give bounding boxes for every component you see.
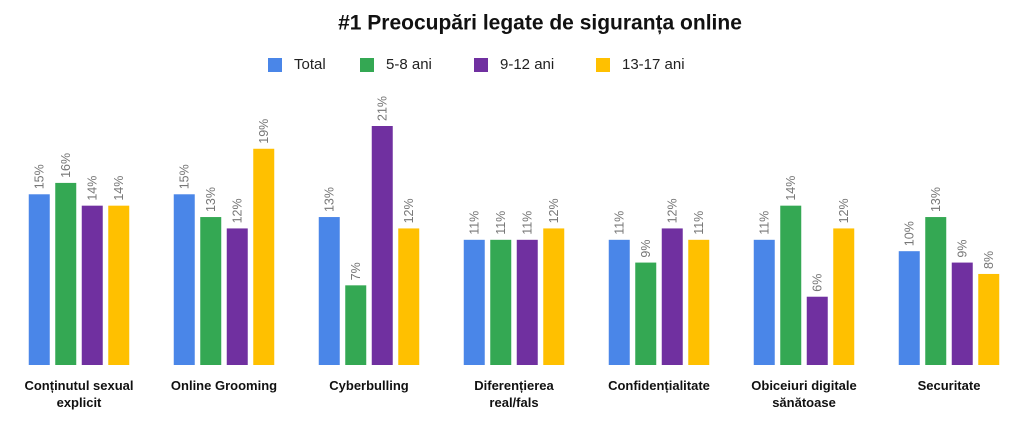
legend-swatch [596,58,610,72]
bar [925,217,947,365]
bar [543,228,565,365]
data-label: 11% [692,211,706,235]
legend-label: 9-12 ani [500,56,554,73]
chart-title: #1 Preocupări legate de siguranța online [338,12,742,35]
data-label: 14% [784,176,798,201]
data-label: 15% [33,164,47,189]
bar [173,194,195,365]
bar [345,285,367,365]
bar [833,228,855,365]
data-label: 12% [402,198,416,223]
data-label: 13% [929,187,943,212]
bar [55,182,77,365]
bar [108,205,130,365]
data-label: 11% [494,211,508,235]
bar [978,273,1000,365]
data-label: 13% [323,187,337,212]
data-label: 12% [837,198,851,223]
data-label: 6% [811,274,825,292]
data-label: 11% [613,211,627,235]
bar [463,239,485,365]
data-label: 19% [257,119,271,144]
bar [81,205,103,365]
data-label: 11% [758,211,772,235]
data-label: 7% [349,262,363,280]
x-tick-label: Confidențialitate [608,378,710,393]
bar [490,239,512,365]
data-label: 9% [956,239,970,257]
bar [951,262,973,365]
bar [661,228,683,365]
legend-label: 13-17 ani [622,56,685,73]
bar [398,228,420,365]
legend-swatch [268,58,282,72]
legend-swatch [474,58,488,72]
x-tick-label: Obiceiuri digitale sănătoase [751,378,857,410]
x-tick-label: Online Grooming [170,378,278,393]
bar [753,239,775,365]
bar [516,239,538,365]
x-tick-label: Securitate [917,378,981,393]
bar [318,217,340,365]
bar [28,194,50,365]
bar [226,228,248,365]
data-label: 15% [178,164,192,189]
data-label: 14% [112,176,126,201]
bar [253,148,275,365]
legend-label: Total [294,56,326,73]
bar [608,239,630,365]
data-label: 13% [204,187,218,212]
x-tick-label: Diferențierea real/fals [474,378,554,410]
data-label: 11% [521,211,535,235]
data-label: 12% [231,198,245,223]
data-label: 11% [468,211,482,235]
data-label: 8% [982,251,996,269]
data-label: 12% [666,198,680,223]
data-label: 10% [903,221,917,246]
data-label: 16% [59,153,73,178]
x-tick-label: Cyberbulling [329,378,409,393]
x-tick-label: Conținutul sexual explicit [24,378,134,410]
bar [635,262,657,365]
bar [688,239,710,365]
legend-label: 5-8 ani [386,56,432,73]
bar [371,126,393,365]
bar [200,217,222,365]
data-label: 12% [547,198,561,223]
data-label: 14% [86,176,100,201]
data-label: 9% [639,239,653,257]
bar [780,205,802,365]
bar [898,251,920,365]
data-label: 21% [376,96,390,121]
bar [806,296,828,365]
legend-swatch [360,58,374,72]
